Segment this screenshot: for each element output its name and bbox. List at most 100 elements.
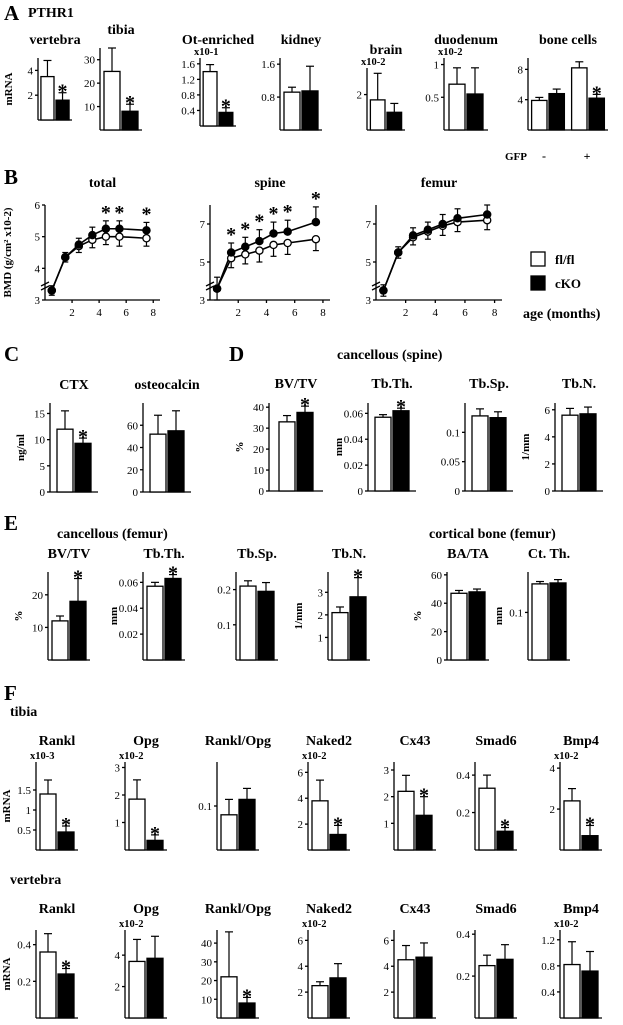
panel-letter-d: D (229, 342, 244, 366)
data-point-cko (482, 210, 492, 219)
chart-title: tibia (107, 23, 134, 38)
bar-cko (329, 977, 347, 1019)
bar-fl-fl (39, 793, 57, 851)
y-tick-label: 1.6 (181, 59, 195, 71)
significance-star: * (168, 563, 178, 585)
chart-title: Tb.Th. (371, 377, 412, 392)
y-tick-label: 0.4 (456, 929, 470, 941)
y-tick-label: 0.05 (441, 457, 461, 469)
legend-label-filled: cKO (555, 276, 581, 291)
scale-factor-label: x10-2 (119, 919, 144, 930)
y-tick-label: 4 (298, 793, 304, 805)
bar-cko (392, 410, 410, 492)
y-tick-label: 2 (115, 790, 121, 802)
significance-star: * (150, 823, 160, 845)
y-tick-label: 0.2 (456, 971, 470, 983)
y-tick-label: 0 (455, 486, 461, 498)
bar-fl-fl (311, 984, 329, 1019)
y-tick-label: 60 (127, 420, 139, 432)
bar-cko (69, 600, 87, 661)
significance-star: * (419, 785, 429, 807)
bar-fl-fl (478, 787, 496, 851)
section-label-vertebra: vertebra (10, 873, 61, 888)
data-point-fl-fl (283, 238, 292, 248)
data-point-cko (423, 225, 433, 234)
chart-F-t-cx43: Cx43 1 2 3 * (384, 734, 436, 851)
y-tick-label: 30 (84, 55, 96, 67)
chart-A-kidney: kidney 0.8 1.6 (261, 33, 322, 131)
y-tick-label: 4 (298, 961, 304, 973)
bar-fl-fl (283, 91, 301, 131)
y-tick-label: 3 (115, 763, 121, 775)
y-tick-label: 4 (35, 263, 41, 275)
y-axis-label: mRNA (1, 957, 13, 990)
y-tick-label: 1 (26, 805, 32, 817)
chart-title: CTX (59, 378, 89, 393)
axis-break-mark (205, 281, 215, 291)
y-tick-label: 2 (550, 804, 556, 816)
scale-factor-label: x10-2 (361, 57, 386, 68)
y-tick-label: 0.02 (119, 629, 138, 641)
chart-title: vertebra (29, 33, 80, 48)
chart-E-ctth: Ct. Th. mm 0.1 (493, 547, 570, 661)
bar-fl-fl (40, 75, 55, 121)
y-tick-label: 40 (127, 443, 139, 455)
bar-cko (415, 956, 433, 1019)
chart-title: Rankl/Opg (205, 734, 271, 749)
y-tick-label: 2 (384, 987, 390, 999)
chart-title: Tb.N. (332, 547, 366, 562)
y-tick-label: 20 (253, 444, 265, 456)
chart-title: Rankl/Opg (205, 902, 271, 917)
significance-star: * (283, 201, 293, 223)
bar-fl-fl (331, 611, 349, 661)
data-point-cko (453, 214, 462, 223)
chart-A-tibia: tibia 10 20 30 * (84, 23, 142, 131)
bar-fl-fl (563, 963, 581, 1019)
bar-fl-fl (128, 960, 146, 1019)
bar-cko (579, 413, 597, 492)
figure-title: PTHR1 (28, 6, 74, 21)
chart-D-bvtv: BV/TV% 0 10 20 30 40 * (234, 377, 323, 498)
significance-star: * (78, 426, 88, 448)
x-tick-label: 8 (492, 307, 498, 319)
y-axis-label: mm (493, 607, 505, 625)
bar-cko (549, 582, 567, 661)
y-tick-label: 4 (28, 65, 34, 77)
y-tick-label: 0.1 (217, 620, 231, 632)
y-axis-label: ng/ml (15, 434, 27, 461)
chart-title: Naked2 (306, 902, 352, 917)
bar-fl-fl (239, 585, 257, 661)
y-tick-label: 6 (298, 935, 304, 947)
y-tick-label: 30 (253, 423, 265, 435)
x-tick-label: 8 (320, 307, 326, 319)
y-tick-label: 10 (253, 465, 265, 477)
chart-title: BA/TA (447, 547, 490, 562)
bar-fl-fl (561, 414, 579, 492)
y-tick-label: 3 (200, 295, 206, 307)
y-tick-label: 0.1 (446, 427, 460, 439)
significance-star: * (61, 957, 71, 979)
chart-F-v-ratio: Rankl/Opg 10 20 30 40 * (201, 902, 271, 1019)
x-tick-label: 6 (123, 307, 129, 319)
significance-star: * (125, 92, 135, 114)
y-tick-label: 1.2 (181, 74, 195, 86)
y-tick-label: 2 (357, 90, 363, 102)
bar-cko (489, 417, 507, 492)
y-tick-label: 3 (366, 295, 372, 307)
bar-cko (581, 835, 599, 851)
bar-fl-fl (570, 67, 588, 131)
chart-title: duodenum (434, 33, 498, 48)
panel-letter-b: B (4, 165, 18, 189)
data-point-cko (269, 229, 278, 238)
y-tick-label: 60 (431, 570, 443, 582)
bar-fl-fl (369, 99, 386, 131)
bar-fl-fl (450, 592, 468, 661)
x-tick-label: 4 (433, 307, 439, 319)
chart-title: spine (254, 176, 285, 191)
y-tick-label: 2 (384, 792, 390, 804)
y-tick-label: 0.2 (456, 808, 470, 820)
scale-factor-label: x10-2 (554, 919, 579, 930)
bar-fl-fl (56, 428, 74, 493)
